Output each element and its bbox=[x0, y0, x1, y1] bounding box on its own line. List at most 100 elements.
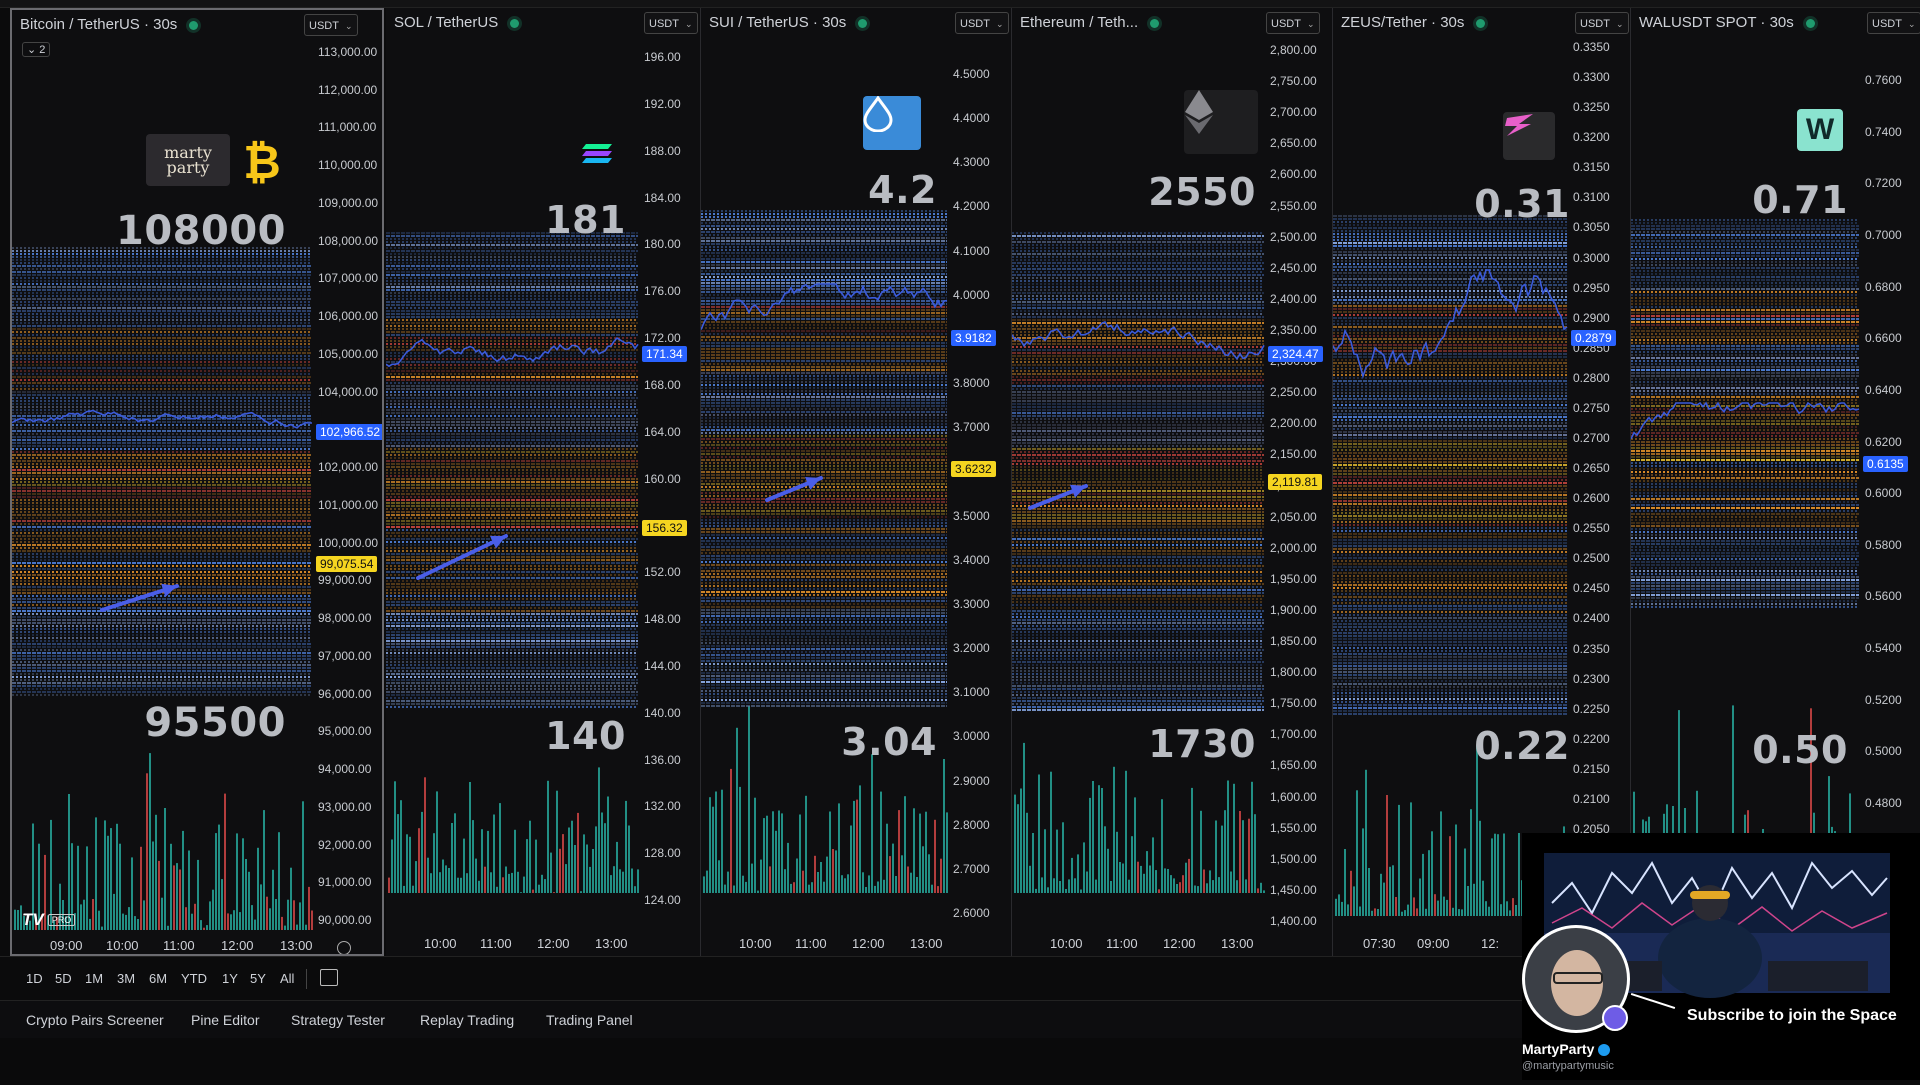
price-axis-label: 102,000.00 bbox=[318, 460, 379, 475]
currency-select[interactable]: USDT ⌄ bbox=[955, 12, 1009, 34]
chart-panel-zeus[interactable]: ZEUS/Tether · 30s USDT ⌄ 0.31 0.22 0.3350… bbox=[1333, 8, 1631, 956]
volume-bar bbox=[1461, 909, 1463, 916]
range-button-1y[interactable]: 1Y bbox=[222, 971, 238, 986]
chart-title[interactable]: WALUSDT SPOT · 30s bbox=[1639, 14, 1815, 31]
price-axis-label: 0.3350 bbox=[1573, 40, 1610, 54]
volume-bar bbox=[934, 819, 936, 893]
annotation-arrow-icon[interactable] bbox=[416, 534, 508, 580]
volume-bar bbox=[254, 919, 256, 930]
price-axis-label: 148.00 bbox=[644, 612, 681, 626]
volume-bar bbox=[1236, 880, 1238, 893]
volume-bar bbox=[92, 899, 94, 930]
volume-bar bbox=[1233, 783, 1235, 893]
chart-title[interactable]: SUI / TetherUS · 30s bbox=[709, 14, 868, 31]
volume-bar bbox=[1431, 831, 1433, 916]
volume-bar bbox=[868, 875, 870, 893]
volume-bar bbox=[1059, 881, 1061, 893]
price-axis-label: 108,000.00 bbox=[318, 233, 379, 248]
volume-bar bbox=[1380, 873, 1382, 916]
volume-bar bbox=[1374, 908, 1376, 916]
range-button-all[interactable]: All bbox=[280, 971, 295, 986]
price-axis-label: 2,600.00 bbox=[1270, 167, 1317, 182]
volume-bar bbox=[1263, 890, 1265, 893]
volume-bar bbox=[1497, 834, 1499, 916]
range-button-1m[interactable]: 1M bbox=[85, 971, 104, 986]
volume-bar bbox=[751, 863, 753, 893]
chart-panel-btc[interactable]: Bitcoin / TetherUS · 30s USDT ⌄ ⌄ 2 marty… bbox=[10, 8, 384, 956]
price-axis-label: 1,750.00 bbox=[1270, 696, 1317, 711]
tab-crypto-pairs-screener[interactable]: Crypto Pairs Screener bbox=[26, 1012, 164, 1028]
creator-name: MartyParty bbox=[1522, 1041, 1611, 1057]
price-axis-label: 91,000.00 bbox=[318, 875, 372, 890]
volume-bar bbox=[814, 855, 816, 893]
price-axis-label: 132.00 bbox=[644, 799, 681, 814]
price-axis-label: 0.2350 bbox=[1573, 641, 1610, 656]
settings-gear-icon[interactable] bbox=[337, 941, 351, 954]
chart-canvas-wal[interactable] bbox=[1631, 8, 1920, 956]
volume-bar bbox=[1194, 885, 1196, 893]
chart-panel-eth[interactable]: Ethereum / Teth... USDT ⌄ 2550 1730 2,800… bbox=[1012, 8, 1333, 956]
tab-strategy-tester[interactable]: Strategy Tester bbox=[291, 1012, 385, 1028]
volume-bar bbox=[89, 918, 91, 930]
symbol-count-toggle[interactable]: ⌄ 2 bbox=[22, 42, 51, 57]
tab-replay-trading[interactable]: Replay Trading bbox=[420, 1012, 515, 1028]
volume-bar bbox=[865, 887, 867, 893]
ethereum-logo-icon bbox=[1184, 90, 1258, 154]
volume-bar bbox=[460, 877, 462, 893]
tab-pine-editor[interactable]: Pine Editor bbox=[191, 1012, 260, 1028]
volume-bar bbox=[1077, 854, 1079, 893]
volume-bar bbox=[829, 811, 831, 893]
volume-bar bbox=[583, 834, 585, 893]
chart-title-text: WALUSDT SPOT · 30s bbox=[1639, 14, 1794, 31]
volume-bar bbox=[1212, 880, 1214, 893]
time-axis-label: 12:00 bbox=[221, 938, 254, 953]
range-button-1d[interactable]: 1D bbox=[26, 971, 43, 986]
volume-bar bbox=[1191, 787, 1193, 893]
volume-bar bbox=[409, 836, 411, 893]
currency-select[interactable]: USDT ⌄ bbox=[644, 12, 698, 34]
chart-canvas-eth[interactable] bbox=[1012, 8, 1332, 956]
volume-bar bbox=[209, 901, 211, 930]
chart-panel-sui[interactable]: SUI / TetherUS · 30s USDT ⌄ 4.2 3.04 4.50… bbox=[701, 8, 1012, 956]
range-button-3m[interactable]: 3M bbox=[117, 971, 136, 986]
volume-bar bbox=[442, 859, 444, 893]
tradingview-logo: TV PRO bbox=[22, 910, 76, 929]
chart-canvas-zeus[interactable] bbox=[1333, 8, 1630, 956]
volume-bar bbox=[706, 870, 708, 893]
price-axis-label: 0.3100 bbox=[1573, 190, 1610, 205]
volume-bar bbox=[1140, 865, 1142, 893]
range-button-5y[interactable]: 5Y bbox=[250, 971, 266, 986]
chart-panel-wal[interactable]: WALUSDT SPOT · 30s USDT ⌄ W 0.71 0.50 0.7… bbox=[1631, 8, 1920, 956]
chart-canvas-btc[interactable] bbox=[12, 10, 384, 956]
volume-bar bbox=[125, 914, 127, 930]
chart-title[interactable]: Ethereum / Teth... bbox=[1020, 14, 1160, 31]
chart-canvas-sui[interactable] bbox=[701, 8, 1011, 956]
currency-select[interactable]: USDT ⌄ bbox=[1266, 12, 1320, 34]
chart-panel-sol[interactable]: SOL / TetherUS USDT ⌄ 181 140 196.00 192.0… bbox=[386, 8, 701, 956]
range-button-ytd[interactable]: YTD bbox=[181, 971, 207, 986]
volume-bar bbox=[1371, 910, 1373, 916]
range-button-6m[interactable]: 6M bbox=[149, 971, 168, 986]
currency-select[interactable]: USDT ⌄ bbox=[1575, 12, 1629, 34]
chart-title[interactable]: SOL / TetherUS bbox=[394, 14, 520, 31]
volume-bar bbox=[116, 823, 118, 930]
chart-title[interactable]: Bitcoin / TetherUS · 30s bbox=[20, 16, 199, 33]
chart-canvas-sol[interactable] bbox=[386, 8, 700, 956]
chart-title[interactable]: ZEUS/Tether · 30s bbox=[1341, 14, 1486, 31]
calendar-icon[interactable] bbox=[320, 969, 338, 986]
volume-bar bbox=[784, 869, 786, 893]
lower-level-label: 1730 bbox=[1148, 722, 1256, 766]
price-axis-label: 93,000.00 bbox=[318, 799, 372, 814]
volume-bar bbox=[233, 910, 235, 930]
price-axis-label: 0.7200 bbox=[1865, 176, 1902, 191]
chevron-down-icon: ⌄ bbox=[1907, 19, 1916, 29]
currency-select[interactable]: USDT ⌄ bbox=[1867, 12, 1920, 34]
tab-trading-panel[interactable]: Trading Panel bbox=[546, 1012, 633, 1028]
range-button-5d[interactable]: 5D bbox=[55, 971, 72, 986]
time-axis-label: 12:00 bbox=[852, 936, 885, 951]
volume-bar bbox=[266, 896, 268, 930]
upper-level-label: 108000 bbox=[116, 208, 286, 254]
volume-bar bbox=[242, 838, 244, 930]
volume-bar bbox=[1356, 790, 1358, 916]
currency-select[interactable]: USDT ⌄ bbox=[304, 14, 358, 36]
